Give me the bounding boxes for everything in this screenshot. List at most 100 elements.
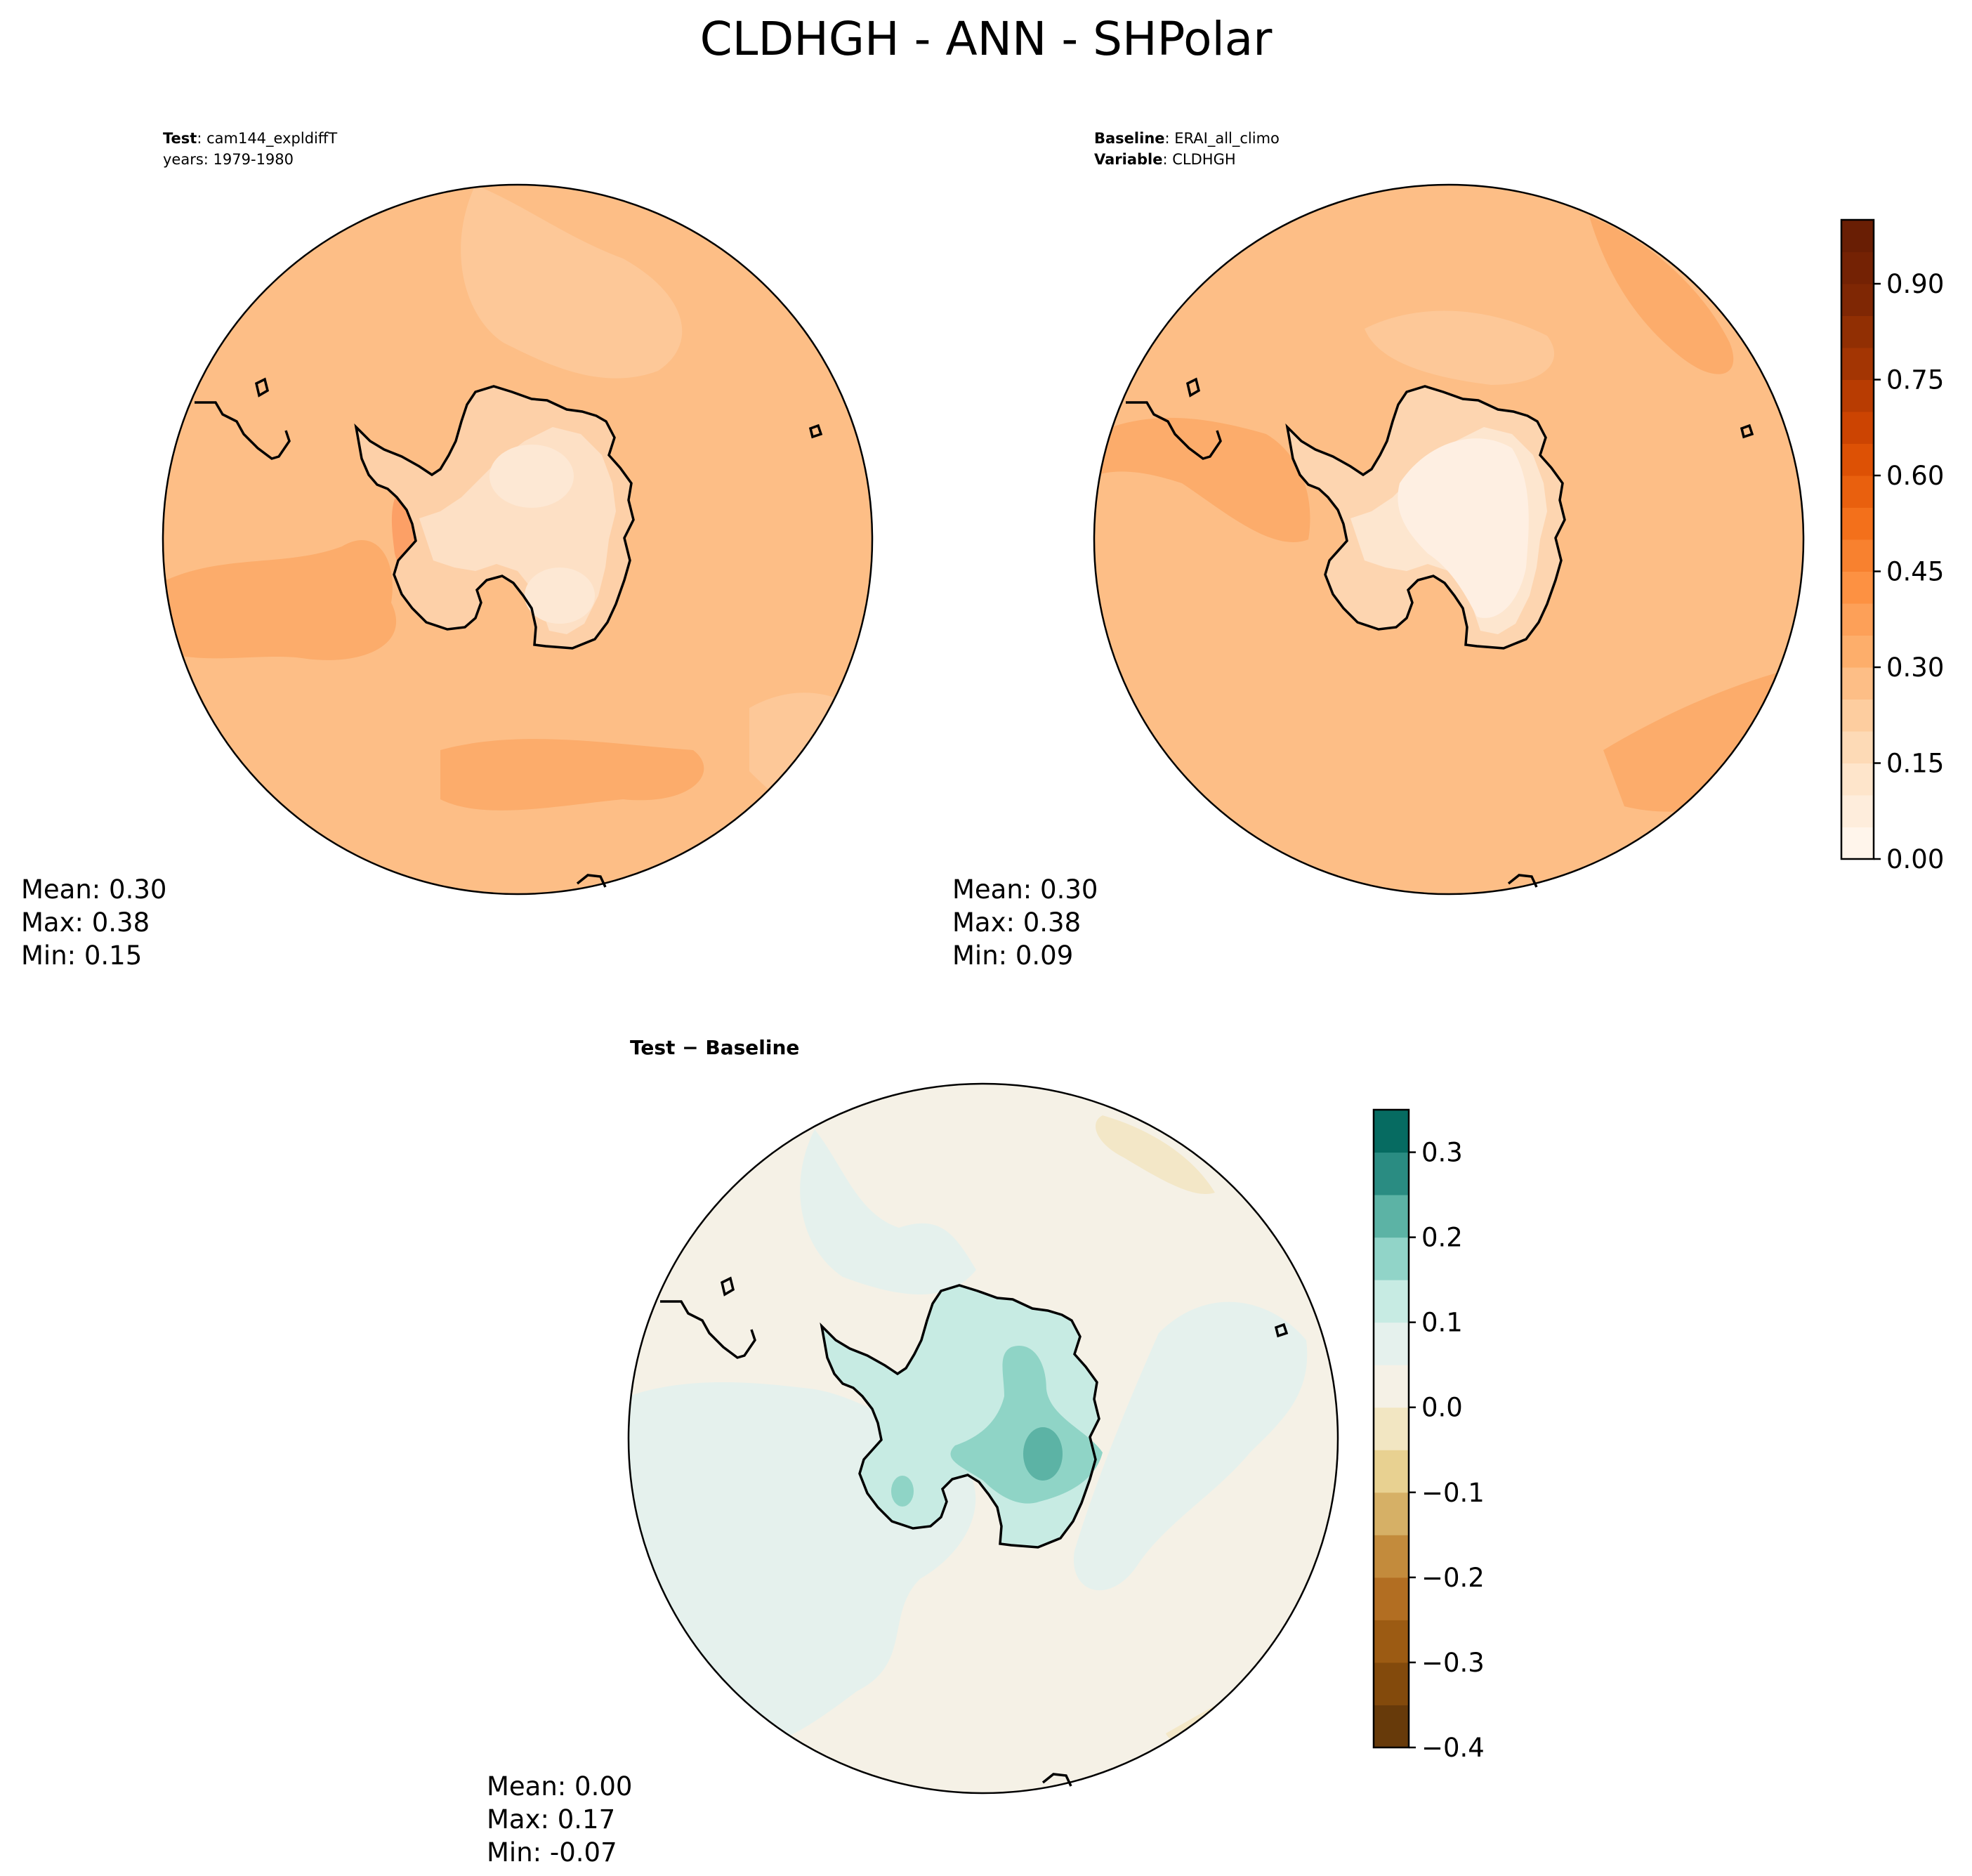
difference-positive-east [1073,1301,1308,1591]
difference-stat-max: Max: 0.17 [487,1804,615,1835]
test-antarctica-core [525,568,595,624]
baseline-colorbar: 0.00 0.15 0.30 0.45 0.60 0.75 0.90 [1840,218,1944,874]
test-light-patch-north [461,185,683,379]
difference-colorbar-segment [1374,1322,1409,1365]
test-light-patch-southeast [749,693,872,827]
difference-falklands [720,1276,735,1297]
baseline-colorbar-frame [1840,218,1875,860]
baseline-colorbar-segment [1841,251,1874,284]
baseline-colorbar-segment [1841,827,1874,860]
baseline-colorbar-segment [1841,348,1874,380]
baseline-polar-map [1093,183,1805,896]
difference-colorbar-tick-label: −0.4 [1421,1733,1485,1763]
baseline-light-patch-north [1365,310,1555,385]
difference-colorbar-segment [1374,1535,1409,1578]
baseline-colorbar-segment [1841,379,1874,412]
baseline-stat-min: Min: 0.09 [952,940,1073,971]
baseline-antarctica-core [1398,438,1529,618]
baseline-colorbar-segment [1841,507,1874,540]
baseline-header-line-2: Variable: CLDHGH [1094,151,1236,168]
baseline-colorbar-segment [1841,667,1874,700]
difference-colorbar-tick-label: 0.2 [1421,1223,1463,1253]
baseline-south-america-coast [1126,401,1222,460]
baseline-colorbar-tick-label: 0.00 [1886,844,1944,874]
test-dark-patch-south [440,739,704,811]
difference-colorbar-segment [1374,1577,1409,1620]
baseline-falklands [1185,377,1201,398]
test-stat-min: Min: 0.15 [21,940,142,971]
difference-negative-northeast [1096,1115,1215,1194]
difference-colorbar-segment [1374,1705,1409,1748]
test-header-line-2: years: 1979-1980 [163,151,294,168]
test-polar-map [162,183,874,896]
figure-title: CLDHGH - ANN - SHPolar [700,12,1273,66]
difference-polar-map [627,1082,1339,1795]
baseline-colorbar-segment [1841,412,1874,444]
baseline-variable-value: CLDHGH [1172,151,1235,168]
baseline-header-sep: : [1165,130,1175,147]
difference-colorbar-segment [1374,1365,1409,1408]
difference-stat-min: Min: -0.07 [487,1837,617,1868]
baseline-colorbar-segment [1841,539,1874,572]
baseline-colorbar-tick-label: 0.90 [1886,269,1944,299]
baseline-dark-patch-northeast [1589,216,1734,374]
baseline-header-value: ERAI_all_climo [1174,130,1280,147]
test-header-sep: : [197,130,206,147]
baseline-header-line-1: Baseline: ERAI_all_climo [1094,130,1280,147]
difference-colorbar-segment [1374,1662,1409,1705]
difference-maximum-core [1023,1427,1063,1481]
difference-panel: Test − Baseline [487,1036,1485,1868]
baseline-colorbar-segment [1841,475,1874,508]
difference-colorbar-frame [1372,1108,1410,1749]
difference-colorbar-segment [1374,1152,1409,1195]
baseline-variable-label: Variable [1094,151,1162,168]
baseline-map-boundary [1093,183,1805,896]
test-header-line-1: Test: cam144_expldiffT [163,130,337,147]
baseline-colorbar-segment [1841,443,1874,476]
test-falklands [254,377,270,398]
test-dark-patch-west [163,540,397,660]
baseline-colorbar-segment [1841,731,1874,763]
difference-colorbar-tick-label: 0.1 [1421,1308,1463,1338]
baseline-stat-max: Max: 0.38 [952,907,1081,938]
baseline-colorbar-tick-label: 0.45 [1886,557,1944,587]
test-map-boundary [162,183,874,896]
difference-colorbar-tick-label: −0.1 [1421,1478,1485,1508]
baseline-header-label: Baseline [1094,130,1165,147]
baseline-colorbar-segment [1841,603,1874,636]
baseline-dark-patch-west [1094,417,1310,542]
difference-nz-coast [1041,1773,1072,1787]
difference-positive-north [800,1129,976,1294]
difference-positive-band [950,1346,1103,1504]
baseline-colorbar-tick-label: 0.75 [1886,365,1944,395]
test-header-label: Test [163,130,197,147]
baseline-colorbar-segment [1841,635,1874,668]
difference-header-label: Test − Baseline [630,1036,799,1059]
baseline-colorbar-tick-label: 0.60 [1886,461,1944,491]
difference-colorbar-tick-label: −0.2 [1421,1563,1485,1593]
difference-map-boundary [627,1082,1339,1795]
difference-island-east [1274,1323,1289,1338]
baseline-colorbar-segment [1841,220,1874,252]
difference-colorbar-segment [1374,1195,1409,1238]
baseline-colorbar-segment [1841,284,1874,316]
difference-colorbar-segment [1374,1492,1409,1535]
test-island-east [808,424,823,439]
test-stat-max: Max: 0.38 [21,907,150,938]
difference-colorbar-segment [1374,1280,1409,1323]
baseline-colorbar-segment [1841,763,1874,796]
baseline-colorbar-segment [1841,795,1874,827]
difference-south-america-coast [660,1300,756,1359]
baseline-colorbar-segment [1841,315,1874,348]
difference-colorbar-tick-label: −0.3 [1421,1648,1485,1678]
baseline-colorbar-tick-label: 0.15 [1886,749,1944,779]
baseline-stat-mean: Mean: 0.30 [952,874,1098,905]
baseline-colorbar-segment [1841,571,1874,604]
test-stat-mean: Mean: 0.30 [21,874,166,905]
difference-colorbar-segment [1374,1110,1409,1153]
difference-colorbar-segment [1374,1450,1409,1493]
test-years: years: 1979-1980 [163,151,294,168]
difference-colorbar-tick-label: 0.0 [1421,1393,1463,1423]
baseline-colorbar-segment [1841,699,1874,732]
baseline-colorbar-tick-label: 0.30 [1886,652,1944,683]
